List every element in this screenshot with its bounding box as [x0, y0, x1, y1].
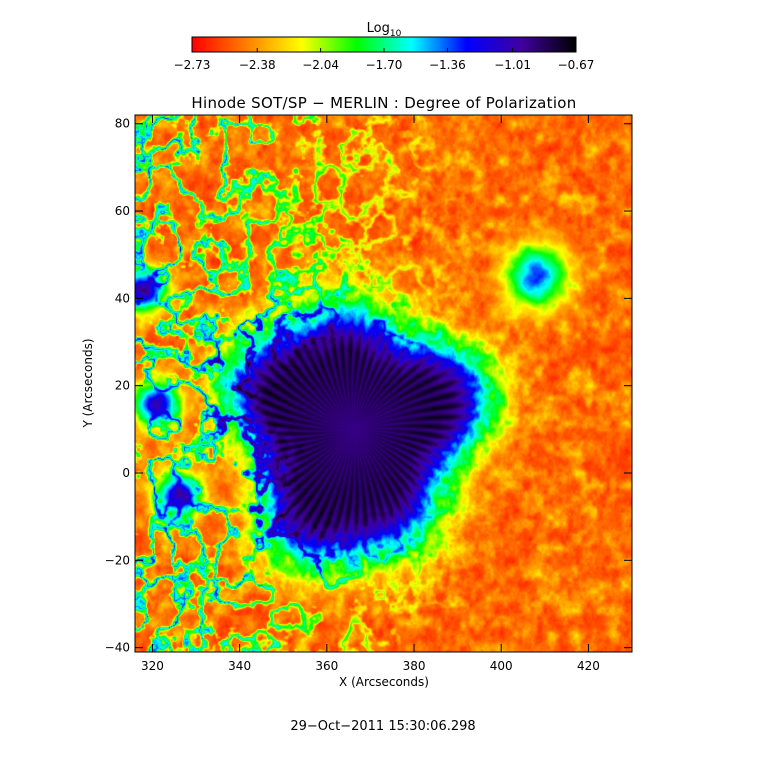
colorbar-tick-label: −1.70 — [366, 58, 403, 72]
colorbar-title-main: Log — [367, 21, 390, 36]
x-tick-label: 420 — [577, 659, 600, 673]
colorbar-title: Log10 — [367, 21, 402, 39]
y-tick-label: 40 — [115, 291, 130, 305]
colorbar-tick-label: −2.04 — [302, 58, 339, 72]
y-tick-label: 20 — [115, 379, 130, 393]
x-axis: 320 340 360 380 400 420 — [141, 115, 600, 673]
plot-area — [134, 114, 633, 653]
y-axis-label: Y (Arcseconds) — [81, 338, 95, 428]
x-tick-label: 320 — [141, 659, 164, 673]
x-tick-label: 340 — [228, 659, 251, 673]
colorbar-title-subscript: 10 — [390, 29, 402, 39]
plot-frame — [134, 114, 633, 653]
colorbar-ticks: −2.73 −2.38 −2.04 −1.70 −1.36 −1.01 −0.67 — [174, 48, 595, 72]
y-tick-label: 80 — [115, 117, 130, 131]
x-axis-label: X (Arcseconds) — [339, 675, 429, 689]
colorbar-tick-label: −2.38 — [239, 58, 276, 72]
colorbar-tick-label: −0.67 — [558, 58, 595, 72]
y-axis: −40 −20 0 20 40 60 80 — [105, 117, 632, 655]
colorbar-tick-label: −1.36 — [429, 58, 466, 72]
y-tick-label: −20 — [105, 553, 130, 567]
x-tick-label: 360 — [315, 659, 338, 673]
y-tick-label: 0 — [122, 466, 130, 480]
x-tick-label: 380 — [403, 659, 426, 673]
colorbar-tick-label: −1.01 — [494, 58, 531, 72]
y-tick-label: −40 — [105, 641, 130, 655]
y-tick-label: 60 — [115, 204, 130, 218]
colorbar-tick-label: −2.73 — [174, 58, 211, 72]
chart-title: Hinode SOT/SP − MERLIN : Degree of Polar… — [191, 94, 576, 112]
x-tick-label: 400 — [490, 659, 513, 673]
heatmap-image — [135, 115, 632, 652]
timestamp: 29−Oct−2011 15:30:06.298 — [290, 719, 475, 734]
